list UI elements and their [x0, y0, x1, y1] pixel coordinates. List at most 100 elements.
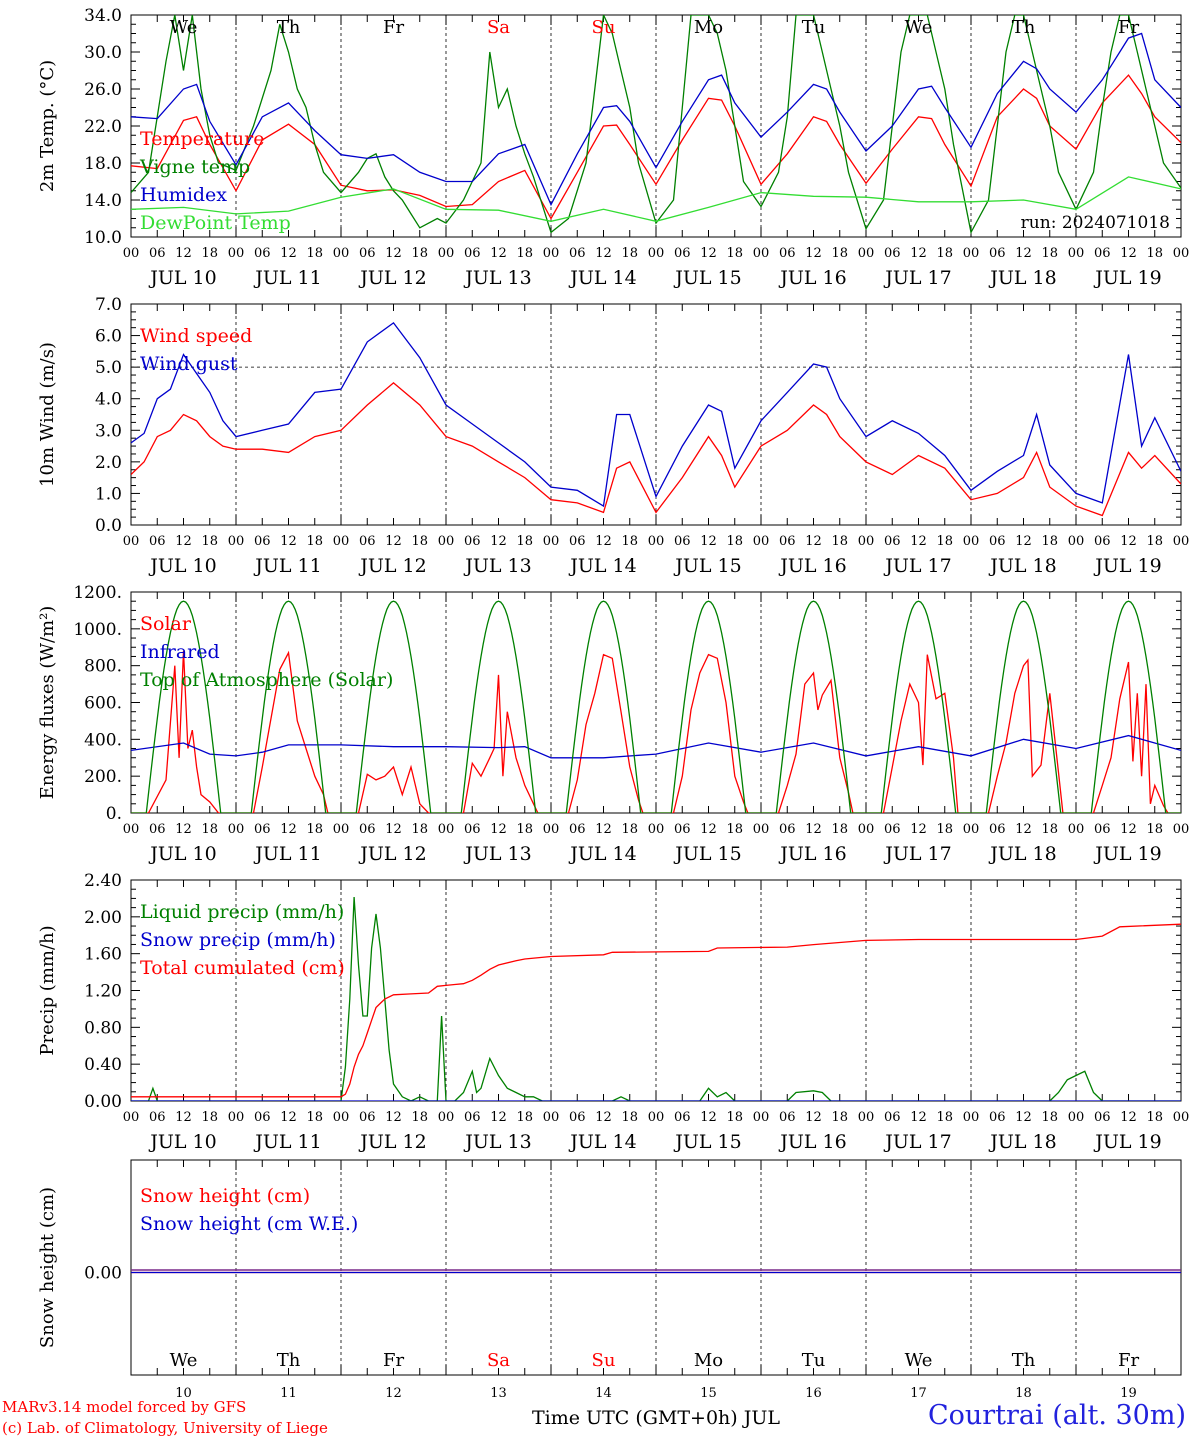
hour-tick-label: 12 — [805, 1110, 822, 1125]
run-label: run: 2024071018 — [1021, 213, 1170, 233]
date-label: JUL 14 — [568, 843, 636, 865]
hour-tick-label: 12 — [805, 246, 822, 261]
hour-tick-label: 18 — [306, 822, 323, 837]
hour-tick-label: 00 — [228, 534, 245, 549]
hour-tick-label: 12 — [700, 1110, 717, 1125]
legend-entry: Snow height (cm W.E.) — [140, 1213, 358, 1235]
hour-tick-label: 18 — [936, 822, 953, 837]
hour-tick-label: 18 — [306, 1110, 323, 1125]
hour-tick-label: 00 — [1068, 246, 1085, 261]
hour-tick-label: 06 — [254, 1110, 271, 1125]
hour-tick-label: 18 — [516, 1110, 533, 1125]
hour-tick-label: 00 — [228, 822, 245, 837]
day-name: We — [170, 1350, 198, 1371]
series-line — [131, 32, 1181, 207]
date-label: JUL 14 — [568, 1131, 636, 1153]
y-tick-label: 30.0 — [84, 43, 122, 63]
hour-tick-label: 18 — [1146, 246, 1163, 261]
legend-entry: DewPoint Temp — [140, 212, 291, 234]
series-line — [131, 600, 1181, 813]
y-tick-label: 800. — [84, 657, 122, 677]
hour-tick-label: 12 — [595, 534, 612, 549]
date-label: JUL 10 — [148, 267, 216, 289]
date-label: JUL 17 — [883, 267, 951, 289]
hour-tick-label: 06 — [359, 534, 376, 549]
date-label: JUL 18 — [988, 555, 1056, 577]
hour-tick-label: 06 — [254, 246, 271, 261]
y-tick-label: 1000. — [73, 620, 122, 640]
series-line — [131, 15, 1181, 235]
hour-tick-label: 18 — [621, 822, 638, 837]
day-name: Mo — [694, 17, 723, 38]
hour-tick-label: 12 — [700, 246, 717, 261]
hour-tick-label: 18 — [936, 246, 953, 261]
hour-tick-label: 06 — [674, 246, 691, 261]
hour-tick-label: 00 — [753, 1110, 770, 1125]
legend-entry: Temperature — [140, 128, 264, 150]
hour-tick-label: 12 — [1015, 534, 1032, 549]
hour-tick-label: 06 — [569, 1110, 586, 1125]
hour-tick-label: 12 — [805, 822, 822, 837]
date-label: JUL 14 — [568, 555, 636, 577]
hour-tick-label: 18 — [831, 246, 848, 261]
y-tick-label: 2.00 — [84, 908, 122, 928]
date-label: JUL 15 — [673, 555, 741, 577]
hour-tick-label: 12 — [1120, 822, 1137, 837]
y-axis-label: 2m Temp. (°C) — [37, 60, 58, 192]
hour-tick-label: 00 — [753, 822, 770, 837]
hour-tick-label: 18 — [831, 1110, 848, 1125]
hour-tick-label: 12 — [910, 246, 927, 261]
y-axis-label: Energy fluxes (W/m²) — [37, 606, 58, 800]
hour-tick-label: 18 — [201, 534, 218, 549]
hour-tick-label: 06 — [464, 534, 481, 549]
hour-tick-label: 18 — [516, 822, 533, 837]
hour-tick-label: 00 — [438, 246, 455, 261]
hour-tick-label: 18 — [1041, 534, 1058, 549]
y-tick-label: 1.0 — [95, 484, 122, 504]
legend-entry: Total cumulated (cm) — [140, 957, 345, 979]
hour-tick-label: 18 — [726, 822, 743, 837]
hour-tick-label: 18 — [621, 534, 638, 549]
hour-tick-label: 06 — [149, 534, 166, 549]
hour-tick-label: 06 — [779, 822, 796, 837]
x-axis-label: Time UTC (GMT+0h) JUL — [532, 1407, 780, 1429]
hour-tick-label: 18 — [201, 246, 218, 261]
hour-tick-label: 18 — [831, 822, 848, 837]
hour-tick-label: 12 — [595, 822, 612, 837]
day-number: 11 — [280, 1386, 297, 1401]
hour-tick-label: 00 — [963, 1110, 980, 1125]
day-number: 18 — [1015, 1386, 1032, 1401]
day-name: Sa — [487, 17, 510, 38]
day-number: 10 — [175, 1386, 192, 1401]
hour-tick-label: 00 — [543, 1110, 560, 1125]
hour-tick-label: 12 — [490, 822, 507, 837]
y-tick-label: 0. — [106, 804, 122, 824]
hour-tick-label: 00 — [123, 246, 140, 261]
hour-tick-label: 00 — [333, 1110, 350, 1125]
station-title: Courtrai (alt. 30m) — [927, 1400, 1186, 1431]
date-label: JUL 19 — [1093, 843, 1161, 865]
legend-entry: Liquid precip (mm/h) — [140, 901, 344, 923]
hour-tick-label: 06 — [464, 246, 481, 261]
hour-tick-label: 06 — [989, 1110, 1006, 1125]
hour-tick-label: 00 — [333, 534, 350, 549]
hour-tick-label: 12 — [595, 246, 612, 261]
date-label: JUL 18 — [988, 267, 1056, 289]
day-name: Sa — [487, 1350, 510, 1371]
hour-tick-label: 18 — [1146, 822, 1163, 837]
date-label: JUL 13 — [463, 555, 531, 577]
hour-tick-label: 06 — [569, 534, 586, 549]
day-name: Th — [1012, 1350, 1036, 1371]
day-number: 17 — [910, 1386, 927, 1401]
y-tick-label: 400. — [84, 730, 122, 750]
hour-tick-label: 06 — [149, 1110, 166, 1125]
day-name: Su — [592, 17, 616, 38]
y-axis-label: Precip (mm/h) — [37, 925, 58, 1055]
hour-tick-label: 00 — [858, 246, 875, 261]
hour-tick-label: 00 — [1068, 822, 1085, 837]
series-line — [131, 650, 1181, 813]
hour-tick-label: 00 — [543, 246, 560, 261]
hour-tick-label: 00 — [1068, 1110, 1085, 1125]
hour-tick-label: 18 — [411, 822, 428, 837]
hour-tick-label: 00 — [438, 534, 455, 549]
